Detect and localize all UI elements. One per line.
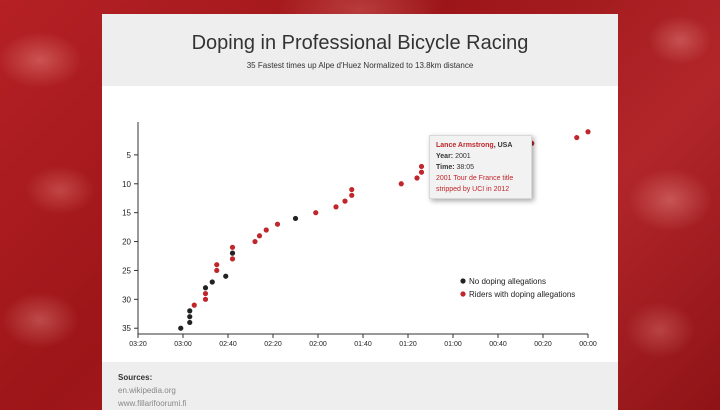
data-point-doping (349, 192, 355, 198)
x-tick-label: 00:20 (534, 341, 552, 348)
data-point-doping (274, 221, 281, 227)
x-tick-label: 00:00 (579, 341, 597, 348)
data-point-doping (214, 267, 220, 274)
y-tick-label: 25 (122, 266, 131, 275)
tooltip: Lance Armstrong, USA Year: 2001 Time: 38… (429, 135, 532, 199)
chart-title: Doping in Professional Bicycle Racing (191, 32, 529, 54)
data-point-no-allegation (209, 279, 215, 285)
data-point-doping (342, 198, 348, 204)
x-tick-label: 02:40 (219, 341, 237, 348)
tooltip-year-label: Year: (436, 153, 454, 160)
data-point-no-allegation (187, 319, 193, 326)
tooltip-note: 2001 Tour de France title stripped by UC… (436, 175, 514, 193)
y-tick-label: 10 (122, 180, 131, 189)
data-point-doping (585, 129, 591, 135)
x-tick-label: 01:00 (444, 341, 462, 348)
data-point-doping (202, 290, 209, 297)
data-point-doping (202, 296, 209, 302)
scatter-plot: 5 10 15 20 25 30 35 03:20 03:00 02:40 02:20 02:00 01… (122, 122, 597, 348)
data-point-doping (191, 302, 197, 308)
source-link[interactable]: www.fillarifoorumi.fi (118, 399, 187, 408)
data-point-doping (418, 169, 425, 175)
tooltip-nationality: USA (497, 142, 513, 149)
data-point-no-allegation (202, 285, 209, 291)
data-point-no-allegation (229, 250, 236, 256)
data-point-no-allegation (292, 215, 299, 222)
data-point-doping (256, 233, 263, 239)
data-point-no-allegation (223, 273, 229, 279)
x-tick-label: 02:00 (309, 341, 327, 348)
x-tick-label: 03:00 (174, 341, 192, 348)
data-point-doping (214, 262, 220, 268)
data-point-doping (349, 186, 355, 193)
legend-label: No doping allegations (469, 277, 546, 286)
y-tick-label: 30 (122, 295, 131, 304)
data-point-doping (229, 256, 236, 262)
tooltip-time: 38:05 (456, 164, 475, 171)
data-point-doping (418, 163, 425, 170)
data-point-no-allegation (187, 314, 193, 320)
y-tick-label: 15 (122, 209, 131, 218)
sources-panel: Sources: en.wikipedia.org www.fillarifoo… (102, 362, 618, 410)
data-point-doping (263, 227, 269, 233)
x-tick-label: 03:20 (129, 341, 147, 348)
tooltip-rider-name: Lance Armstrong (436, 142, 494, 149)
x-tick-label: 01:20 (399, 341, 417, 348)
y-tick-label: 5 (127, 151, 132, 160)
legend-marker (460, 291, 466, 297)
data-point-doping (574, 134, 580, 141)
data-point-doping (333, 204, 339, 210)
chart-subtitle: 35 Fastest times up Alpe d'Huez Normaliz… (246, 61, 474, 70)
data-point-doping (414, 175, 420, 181)
tooltip-year: 2001 (455, 153, 471, 160)
data-point-no-allegation (178, 325, 184, 331)
data-point-no-allegation (187, 308, 193, 314)
chart-header: Doping in Professional Bicycle Racing 35… (102, 14, 618, 86)
legend-marker (460, 278, 466, 284)
x-tick-label: 00:40 (489, 341, 507, 348)
data-point-doping (252, 238, 258, 245)
data-point-doping (313, 210, 319, 216)
y-tick-label: 20 (122, 238, 131, 247)
source-link[interactable]: en.wikipedia.org (118, 386, 176, 395)
legend-label: Riders with doping allegations (469, 290, 575, 299)
sources-heading: Sources: (118, 373, 153, 382)
tooltip-time-label: Time: (436, 164, 455, 171)
x-tick-label: 01:40 (354, 341, 372, 348)
chart-card: Doping in Professional Bicycle Racing 35… (102, 14, 618, 410)
y-tick-label: 35 (122, 324, 131, 333)
x-tick-label: 02:20 (264, 341, 282, 348)
data-point-doping (398, 181, 404, 187)
data-point-doping (229, 244, 236, 250)
